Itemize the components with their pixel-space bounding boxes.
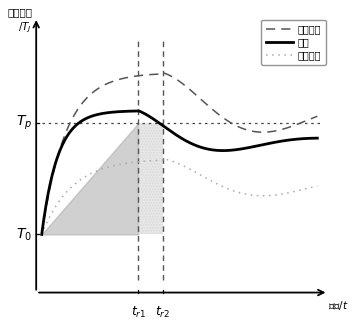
Text: $t_{r1}$: $t_{r1}$ [131,305,146,320]
Text: /$T_J$: /$T_J$ [18,21,32,35]
Text: $T_0$: $T_0$ [16,226,32,243]
Text: 时间/$t$: 时间/$t$ [328,299,349,312]
Text: 模块壳温: 模块壳温 [7,7,32,17]
Text: $T_p$: $T_p$ [16,114,32,132]
Text: $t_{r2}$: $t_{r2}$ [156,305,171,320]
Legend: 瞬态过温, 正常, 老化失效: 瞬态过温, 正常, 老化失效 [261,20,326,65]
